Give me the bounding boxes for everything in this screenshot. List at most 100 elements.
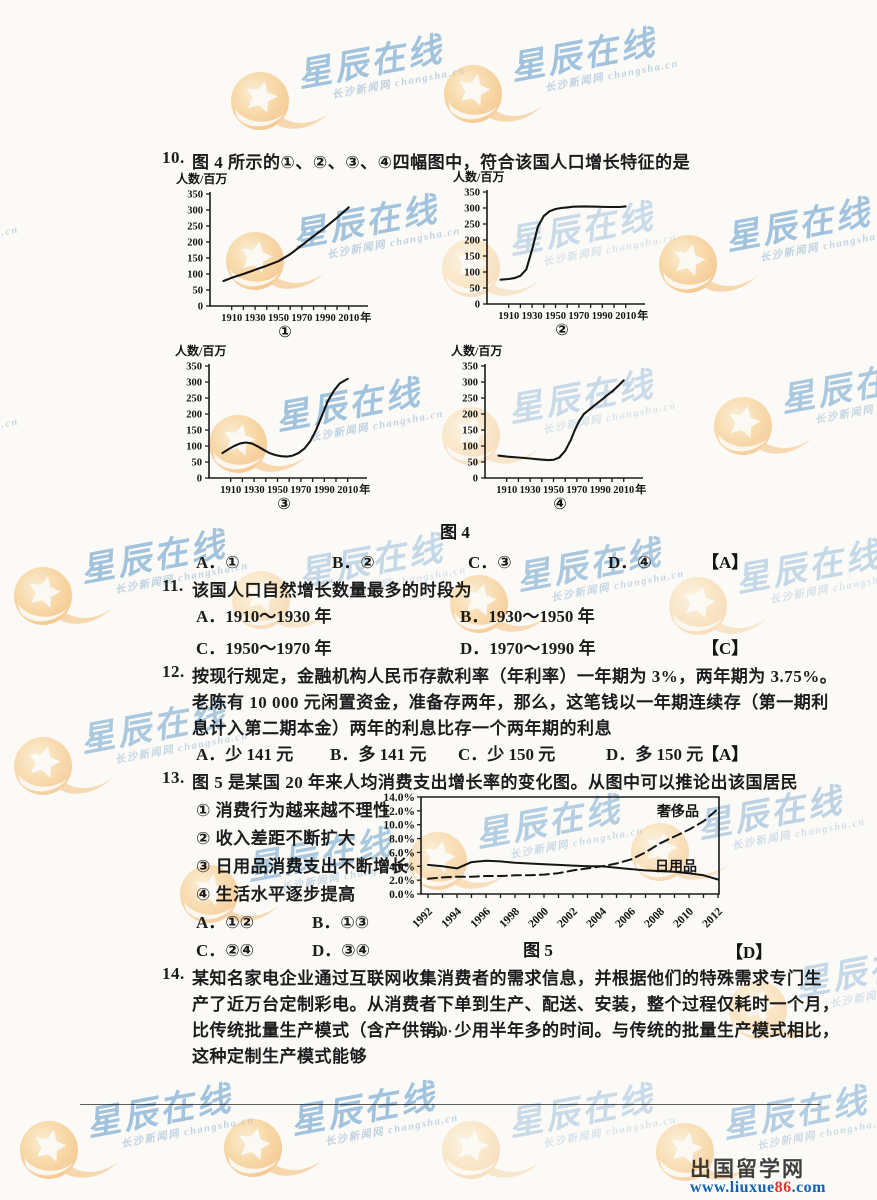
svg-text:1910: 1910 xyxy=(221,313,242,324)
q12-option-c: C．少 150 元 xyxy=(458,745,556,764)
q13-answer: 【D】 xyxy=(726,943,773,962)
svg-text:4.0%: 4.0% xyxy=(389,861,415,873)
q10-answer: 【A】 xyxy=(702,553,749,572)
svg-text:①: ① xyxy=(278,324,292,341)
q10-option-d: D．④ xyxy=(608,553,652,572)
svg-text:1950: 1950 xyxy=(268,313,289,324)
svg-text:2004: 2004 xyxy=(584,905,609,930)
q13-stem: 图 5 是某国 20 年来人均消费支出增长率的变化图。从图中可以推论出该国居民 xyxy=(192,773,798,792)
q13-statement-2: ② 收入差距不断扩大 xyxy=(196,829,356,848)
q12-option-d: D．多 150 元 xyxy=(606,745,704,764)
q14-line1: 某知名家电企业通过互联网收集消费者的需求信息，并根据他们的特殊需求专门生 xyxy=(192,969,822,988)
site-name: 出国留学网 xyxy=(690,1157,805,1181)
svg-text:150: 150 xyxy=(462,426,478,437)
svg-text:300: 300 xyxy=(464,204,480,215)
q11-option-d: D．1970～1990 年 xyxy=(460,639,596,658)
q10-option-c: C．③ xyxy=(468,553,512,572)
svg-text:年: 年 xyxy=(637,308,648,322)
svg-text:14.0%: 14.0% xyxy=(383,792,415,804)
svg-text:1990: 1990 xyxy=(592,311,613,322)
svg-text:2010: 2010 xyxy=(337,485,358,496)
svg-text:1950: 1950 xyxy=(543,485,564,496)
q12-number: 12. xyxy=(162,662,185,681)
svg-text:2006: 2006 xyxy=(613,905,638,930)
q14-line4: 这种定制生产模式能够 xyxy=(192,1047,367,1066)
figure5-caption: 图 5 xyxy=(523,941,553,960)
svg-text:50: 50 xyxy=(470,284,481,295)
svg-text:250: 250 xyxy=(464,220,480,231)
q12-line3: 息计入第二期本金）两年的利息比存一个两年期的利息 xyxy=(192,719,612,738)
q10-stem: 图 4 所示的①、②、③、④四幅图中，符合该国人口增长特征的是 xyxy=(192,153,691,172)
figure4-chart-3: 人数/百万 0 50 100 150 200 250 300 350 1910 1930 1950 19… xyxy=(169,342,379,519)
svg-text:②: ② xyxy=(555,322,569,339)
svg-text:200: 200 xyxy=(187,238,203,249)
svg-text:年: 年 xyxy=(359,482,370,496)
svg-text:0: 0 xyxy=(473,474,478,485)
q14-line3: 比传统批量生产模式（含产供销）少用半年多的时间。与传统的批量生产模式相比， xyxy=(192,1021,840,1040)
site-footer: 出国留学网 www.liuxue86.com xyxy=(690,1158,826,1196)
svg-text:1996: 1996 xyxy=(468,905,493,930)
svg-text:人数/百万: 人数/百万 xyxy=(453,169,504,184)
q11-option-c: C．1950～1970 年 xyxy=(196,639,332,658)
q10-option-a: A．① xyxy=(196,553,240,572)
q12-answer: 【A】 xyxy=(702,745,749,764)
svg-text:1970: 1970 xyxy=(290,485,311,496)
svg-text:1990: 1990 xyxy=(314,485,335,496)
svg-text:2010: 2010 xyxy=(671,905,696,930)
svg-text:100: 100 xyxy=(186,442,202,453)
svg-text:200: 200 xyxy=(462,410,478,421)
svg-text:1992: 1992 xyxy=(410,905,435,930)
q11-answer: 【C】 xyxy=(702,639,749,658)
svg-text:0.0%: 0.0% xyxy=(389,889,415,901)
svg-text:6.0%: 6.0% xyxy=(389,847,415,859)
svg-text:1910: 1910 xyxy=(220,485,241,496)
q10-number: 10. xyxy=(162,148,185,167)
svg-text:300: 300 xyxy=(462,378,478,389)
svg-text:0: 0 xyxy=(198,302,203,313)
svg-text:50: 50 xyxy=(468,458,479,469)
svg-text:1970: 1970 xyxy=(291,313,312,324)
svg-text:250: 250 xyxy=(187,222,203,233)
svg-text:1930: 1930 xyxy=(522,311,543,322)
svg-text:50: 50 xyxy=(193,286,204,297)
q13-number: 13. xyxy=(162,768,185,787)
figure5-chart: 0.0% 2.0% 4.0% 6.0% 8.0% 10.0% 12.0% 14.0% 1992 1… xyxy=(372,788,762,953)
svg-text:日用品: 日用品 xyxy=(655,859,697,875)
svg-text:100: 100 xyxy=(187,270,203,281)
svg-text:2008: 2008 xyxy=(642,905,667,930)
svg-text:8.0%: 8.0% xyxy=(389,834,415,846)
site-url-number: 86 xyxy=(774,1179,792,1196)
q13-option-b: B．①③ xyxy=(312,913,370,932)
svg-text:1950: 1950 xyxy=(545,311,566,322)
svg-text:0: 0 xyxy=(197,474,202,485)
svg-text:1970: 1970 xyxy=(568,311,589,322)
q13-statement-4: ④ 生活水平逐步提高 xyxy=(196,885,356,904)
svg-text:1998: 1998 xyxy=(497,905,522,930)
svg-text:200: 200 xyxy=(464,236,480,247)
svg-text:150: 150 xyxy=(187,254,203,265)
svg-text:250: 250 xyxy=(186,394,202,405)
svg-text:④: ④ xyxy=(553,496,567,513)
q11-stem: 该国人口自然增长数量最多的时段为 xyxy=(192,581,472,600)
svg-text:0: 0 xyxy=(475,300,480,311)
svg-text:1910: 1910 xyxy=(496,485,517,496)
q10-option-b: B．② xyxy=(332,553,375,572)
figure4-chart-1: 人数/百万 0 50 100 150 200 250 300 350 1910 1930 1950 19… xyxy=(170,170,380,347)
svg-text:人数/百万: 人数/百万 xyxy=(176,171,227,186)
svg-text:2010: 2010 xyxy=(615,311,636,322)
q13-option-c: C．②④ xyxy=(196,941,255,960)
q11-number: 11. xyxy=(162,576,184,595)
svg-text:50: 50 xyxy=(192,458,203,469)
q12-line1: 按现行规定，金融机构人民币存款利率（年利率）一年期为 3%，两年期为 3.75%… xyxy=(192,667,838,686)
svg-text:1994: 1994 xyxy=(439,905,464,930)
svg-text:350: 350 xyxy=(187,190,203,201)
svg-text:1970: 1970 xyxy=(566,485,587,496)
svg-text:100: 100 xyxy=(462,442,478,453)
svg-text:1990: 1990 xyxy=(590,485,611,496)
svg-text:300: 300 xyxy=(187,206,203,217)
site-url: www.liuxue86.com xyxy=(690,1180,826,1196)
svg-text:2002: 2002 xyxy=(555,905,580,930)
q12-option-a: A．少 141 元 xyxy=(196,745,294,764)
